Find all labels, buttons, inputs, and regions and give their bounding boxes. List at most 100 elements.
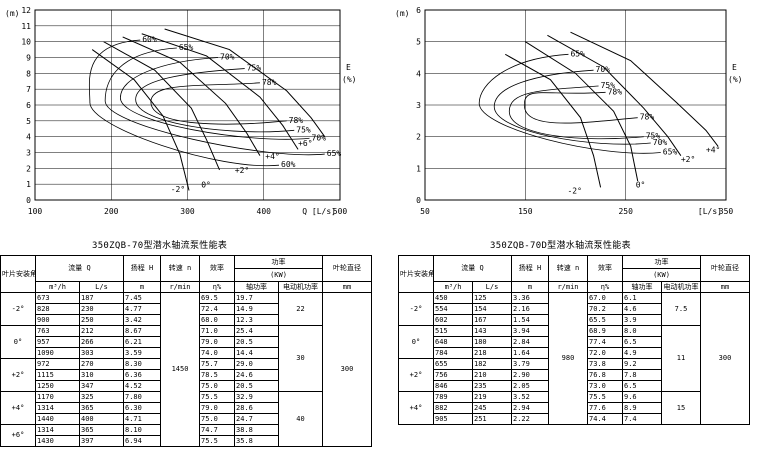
flow-ls-cell: 270	[79, 358, 124, 370]
units-row: m³/h L/s m r/min η% 轴功率 电动机功率 mm	[1, 281, 372, 293]
head-curve	[547, 34, 682, 156]
efficiency-cell: 72.0	[587, 347, 623, 359]
y-tick-label: 5	[416, 38, 421, 47]
head-cell: 8.67	[123, 325, 161, 337]
header-head: 扬程 H	[123, 255, 161, 282]
shaft-power-cell: 19.7	[234, 292, 279, 304]
efficiency-cell: 75.5	[587, 391, 623, 403]
head-cell: 6.36	[123, 369, 161, 381]
head-cell: 6.21	[123, 336, 161, 348]
flow-m3h-cell: 673	[35, 292, 80, 304]
header-power: 功率	[622, 255, 701, 269]
flow-m3h-cell: 905	[433, 413, 473, 425]
x-tick-label: 350	[719, 207, 734, 216]
shaft-power-cell: 4.6	[622, 303, 662, 315]
header-flow: 流量 Q	[433, 255, 512, 282]
flow-ls-cell: 400	[79, 413, 124, 425]
head-cell: 2.84	[511, 336, 549, 348]
unit-cell: 轴功率	[234, 281, 279, 293]
efficiency-cell: 74.0	[199, 347, 235, 359]
units-row: m³/h L/s m r/min η% 轴功率 电动机功率 mm	[399, 281, 750, 293]
table-row: -2° 450 125 3.36 980 67.0 6.1 7.5 300	[398, 292, 750, 425]
unit-cell: η%	[199, 281, 235, 293]
curve-angle-label: +4°	[265, 152, 279, 161]
efficiency-cell: 77.6	[587, 402, 623, 414]
y-tick-label: 0	[416, 196, 421, 205]
y-tick-label: 12	[21, 6, 31, 15]
x-tick-label: 250	[618, 207, 633, 216]
table-row: 1440 400 4.71 75.0 24.7	[1, 413, 372, 425]
header-head: 扬程 H	[511, 255, 549, 282]
efficiency-cell: 73.8	[587, 358, 623, 370]
efficiency-axis-label: E	[732, 63, 737, 72]
header-power-unit: (KW)	[622, 268, 701, 282]
x-tick-label: 500	[333, 207, 348, 216]
x-tick-label: 150	[518, 207, 533, 216]
shaft-power-cell: 7.4	[622, 413, 662, 425]
head-cell: 1.54	[511, 314, 549, 326]
unit-cell: η%	[587, 281, 623, 293]
efficiency-axis-unit: (%)	[728, 75, 742, 84]
shaft-power-cell: 9.2	[622, 358, 662, 370]
motor-power-cell: 22	[278, 292, 323, 326]
curve-angle-label: -2°	[567, 187, 581, 196]
shaft-power-cell: 3.9	[622, 314, 662, 326]
diameter-cell: 300	[700, 292, 750, 425]
flow-m3h-cell: 648	[433, 336, 473, 348]
unit-cell: 电动机功率	[661, 281, 701, 293]
head-cell: 7.80	[123, 391, 161, 403]
flow-m3h-cell: 1314	[35, 402, 80, 414]
flow-m3h-cell: 1250	[35, 380, 80, 392]
unit-cell: r/min	[160, 281, 200, 293]
unit-cell: m	[511, 281, 549, 293]
x-tick-label: 200	[104, 207, 119, 216]
shaft-power-cell: 6.5	[622, 336, 662, 348]
flow-m3h-cell: 602	[433, 314, 473, 326]
head-cell: 2.22	[511, 413, 549, 425]
efficiency-label: 75%	[601, 81, 616, 90]
table-row: 957 266 6.21 79.0 20.5	[1, 336, 372, 348]
unit-cell: 轴功率	[622, 281, 662, 293]
y-tick-label: 3	[416, 101, 421, 110]
flow-m3h-cell: 828	[35, 303, 80, 315]
curve-angle-label: +6°	[298, 139, 312, 148]
table-row: 602 167 1.54 65.5 3.9	[399, 314, 750, 326]
efficiency-cell: 75.7	[199, 358, 235, 370]
head-cell: 3.59	[123, 347, 161, 359]
table-row: 900 250 3.42 68.0 12.3	[1, 314, 372, 326]
efficiency-label: 70%	[220, 53, 235, 62]
efficiency-cell: 77.4	[587, 336, 623, 348]
head-cell: 4.77	[123, 303, 161, 315]
table-row: 1430 397 6.94 75.5 35.8	[1, 435, 372, 447]
shaft-power-cell: 28.6	[234, 402, 279, 414]
unit-cell: L/s	[79, 281, 124, 293]
y-tick-label: 6	[26, 101, 31, 110]
angle-cell: +2°	[0, 358, 36, 392]
flow-m3h-cell: 554	[433, 303, 473, 315]
shaft-power-cell: 12.3	[234, 314, 279, 326]
head-curve	[164, 28, 326, 137]
head-cell: 3.79	[511, 358, 549, 370]
x-tick-label: 300	[180, 207, 195, 216]
efficiency-label: 60%	[281, 160, 296, 169]
curve-angle-label: 0°	[636, 180, 646, 189]
table-row: 0° 515 143 3.94 68.9 8.0 11	[398, 325, 750, 392]
efficiency-cell: 74.7	[199, 424, 235, 436]
y-tick-label: 2	[416, 133, 421, 142]
flow-ls-cell: 365	[79, 424, 124, 436]
x-tick-label: 400	[257, 207, 272, 216]
flow-m3h-cell: 1090	[35, 347, 80, 359]
head-cell: 2.05	[511, 380, 549, 392]
y-tick-label: 10	[21, 38, 31, 47]
y-unit-label: (m)	[5, 9, 19, 18]
y-tick-label: 9	[26, 54, 31, 63]
y-unit-label: (m)	[395, 9, 409, 18]
efficiency-label: 75%	[247, 64, 262, 73]
header-diameter: 叶轮直径	[322, 255, 372, 282]
efficiency-cell: 72.4	[199, 303, 235, 315]
shaft-power-cell: 14.4	[234, 347, 279, 359]
flow-ls-cell: 347	[79, 380, 124, 392]
unit-cell: mm	[322, 281, 372, 293]
